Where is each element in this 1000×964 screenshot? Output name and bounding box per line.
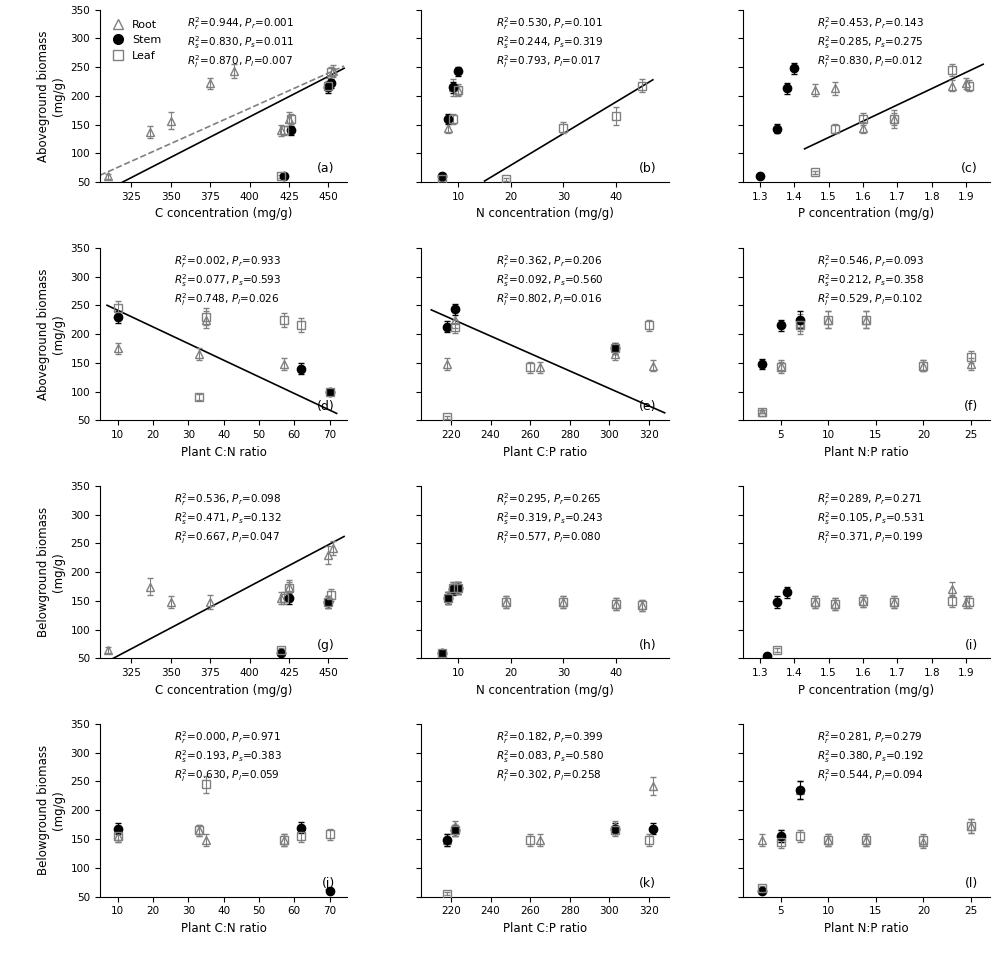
- X-axis label: P concentration (mg/g): P concentration (mg/g): [798, 207, 934, 221]
- Text: $R_r^2$=0.362, $P_r$=0.206
$R_s^2$=0.092, $P_s$=0.560
$R_l^2$=0.802, $P_l$=0.016: $R_r^2$=0.362, $P_r$=0.206 $R_s^2$=0.092…: [496, 253, 603, 308]
- Text: (j): (j): [322, 876, 335, 890]
- Text: (l): (l): [964, 876, 978, 890]
- X-axis label: P concentration (mg/g): P concentration (mg/g): [798, 683, 934, 697]
- Y-axis label: Belowground biomass
(mg/g): Belowground biomass (mg/g): [37, 507, 65, 637]
- Text: (f): (f): [963, 400, 978, 414]
- Y-axis label: Belowground biomass
(mg/g): Belowground biomass (mg/g): [37, 745, 65, 875]
- X-axis label: Plant N:P ratio: Plant N:P ratio: [824, 922, 909, 935]
- Text: $R_r^2$=0.002, $P_r$=0.933
$R_s^2$=0.077, $P_s$=0.593
$R_l^2$=0.748, $P_l$=0.026: $R_r^2$=0.002, $P_r$=0.933 $R_s^2$=0.077…: [174, 253, 281, 308]
- Text: (i): (i): [964, 638, 978, 652]
- Text: $R_r^2$=0.536, $P_r$=0.098
$R_s^2$=0.471, $P_s$=0.132
$R_l^2$=0.667, $P_l$=0.047: $R_r^2$=0.536, $P_r$=0.098 $R_s^2$=0.471…: [174, 491, 282, 547]
- Text: $R_r^2$=0.289, $P_r$=0.271
$R_s^2$=0.105, $P_s$=0.531
$R_l^2$=0.371, $P_l$=0.199: $R_r^2$=0.289, $P_r$=0.271 $R_s^2$=0.105…: [817, 491, 925, 547]
- Legend: Root, Stem, Leaf: Root, Stem, Leaf: [106, 15, 166, 66]
- X-axis label: Plant C:N ratio: Plant C:N ratio: [181, 922, 267, 935]
- Text: $R_r^2$=0.182, $P_r$=0.399
$R_s^2$=0.083, $P_s$=0.580
$R_l^2$=0.302, $P_l$=0.258: $R_r^2$=0.182, $P_r$=0.399 $R_s^2$=0.083…: [496, 729, 603, 785]
- Text: (d): (d): [317, 400, 335, 414]
- X-axis label: N concentration (mg/g): N concentration (mg/g): [476, 207, 614, 221]
- Text: $R_r^2$=0.546, $P_r$=0.093
$R_s^2$=0.212, $P_s$=0.358
$R_l^2$=0.529, $P_l$=0.102: $R_r^2$=0.546, $P_r$=0.093 $R_s^2$=0.212…: [817, 253, 924, 308]
- X-axis label: N concentration (mg/g): N concentration (mg/g): [476, 683, 614, 697]
- Text: (g): (g): [317, 638, 335, 652]
- Text: (c): (c): [961, 162, 978, 175]
- Text: $R_r^2$=0.295, $P_r$=0.265
$R_s^2$=0.319, $P_s$=0.243
$R_l^2$=0.577, $P_l$=0.080: $R_r^2$=0.295, $P_r$=0.265 $R_s^2$=0.319…: [496, 491, 603, 547]
- Y-axis label: Aboveground biomass
(mg/g): Aboveground biomass (mg/g): [37, 268, 65, 400]
- X-axis label: Plant C:N ratio: Plant C:N ratio: [181, 445, 267, 459]
- Text: $R_r^2$=0.281, $P_r$=0.279
$R_s^2$=0.380, $P_s$=0.192
$R_l^2$=0.544, $P_l$=0.094: $R_r^2$=0.281, $P_r$=0.279 $R_s^2$=0.380…: [817, 729, 924, 785]
- Text: $R_r^2$=0.530, $P_r$=0.101
$R_s^2$=0.244, $P_s$=0.319
$R_l^2$=0.793, $P_l$=0.017: $R_r^2$=0.530, $P_r$=0.101 $R_s^2$=0.244…: [496, 14, 603, 70]
- X-axis label: Plant C:P ratio: Plant C:P ratio: [503, 922, 587, 935]
- Text: (k): (k): [639, 876, 656, 890]
- Text: $R_r^2$=0.453, $P_r$=0.143
$R_s^2$=0.285, $P_s$=0.275
$R_l^2$=0.830, $P_l$=0.012: $R_r^2$=0.453, $P_r$=0.143 $R_s^2$=0.285…: [817, 14, 924, 70]
- Text: (e): (e): [639, 400, 656, 414]
- X-axis label: C concentration (mg/g): C concentration (mg/g): [155, 207, 292, 221]
- Text: $R_r^2$=0.944, $P_r$=0.001
$R_s^2$=0.830, $P_s$=0.011
$R_l^2$=0.870, $P_l$=0.007: $R_r^2$=0.944, $P_r$=0.001 $R_s^2$=0.830…: [187, 14, 294, 70]
- X-axis label: Plant C:P ratio: Plant C:P ratio: [503, 445, 587, 459]
- X-axis label: Plant N:P ratio: Plant N:P ratio: [824, 445, 909, 459]
- Text: (h): (h): [639, 638, 656, 652]
- X-axis label: C concentration (mg/g): C concentration (mg/g): [155, 683, 292, 697]
- Text: (b): (b): [639, 162, 656, 175]
- Text: (a): (a): [317, 162, 335, 175]
- Y-axis label: Aboveground biomass
(mg/g): Aboveground biomass (mg/g): [37, 30, 65, 162]
- Text: $R_r^2$=0.000, $P_r$=0.971
$R_s^2$=0.193, $P_s$=0.383
$R_l^2$=0.630, $P_l$=0.059: $R_r^2$=0.000, $P_r$=0.971 $R_s^2$=0.193…: [174, 729, 282, 785]
